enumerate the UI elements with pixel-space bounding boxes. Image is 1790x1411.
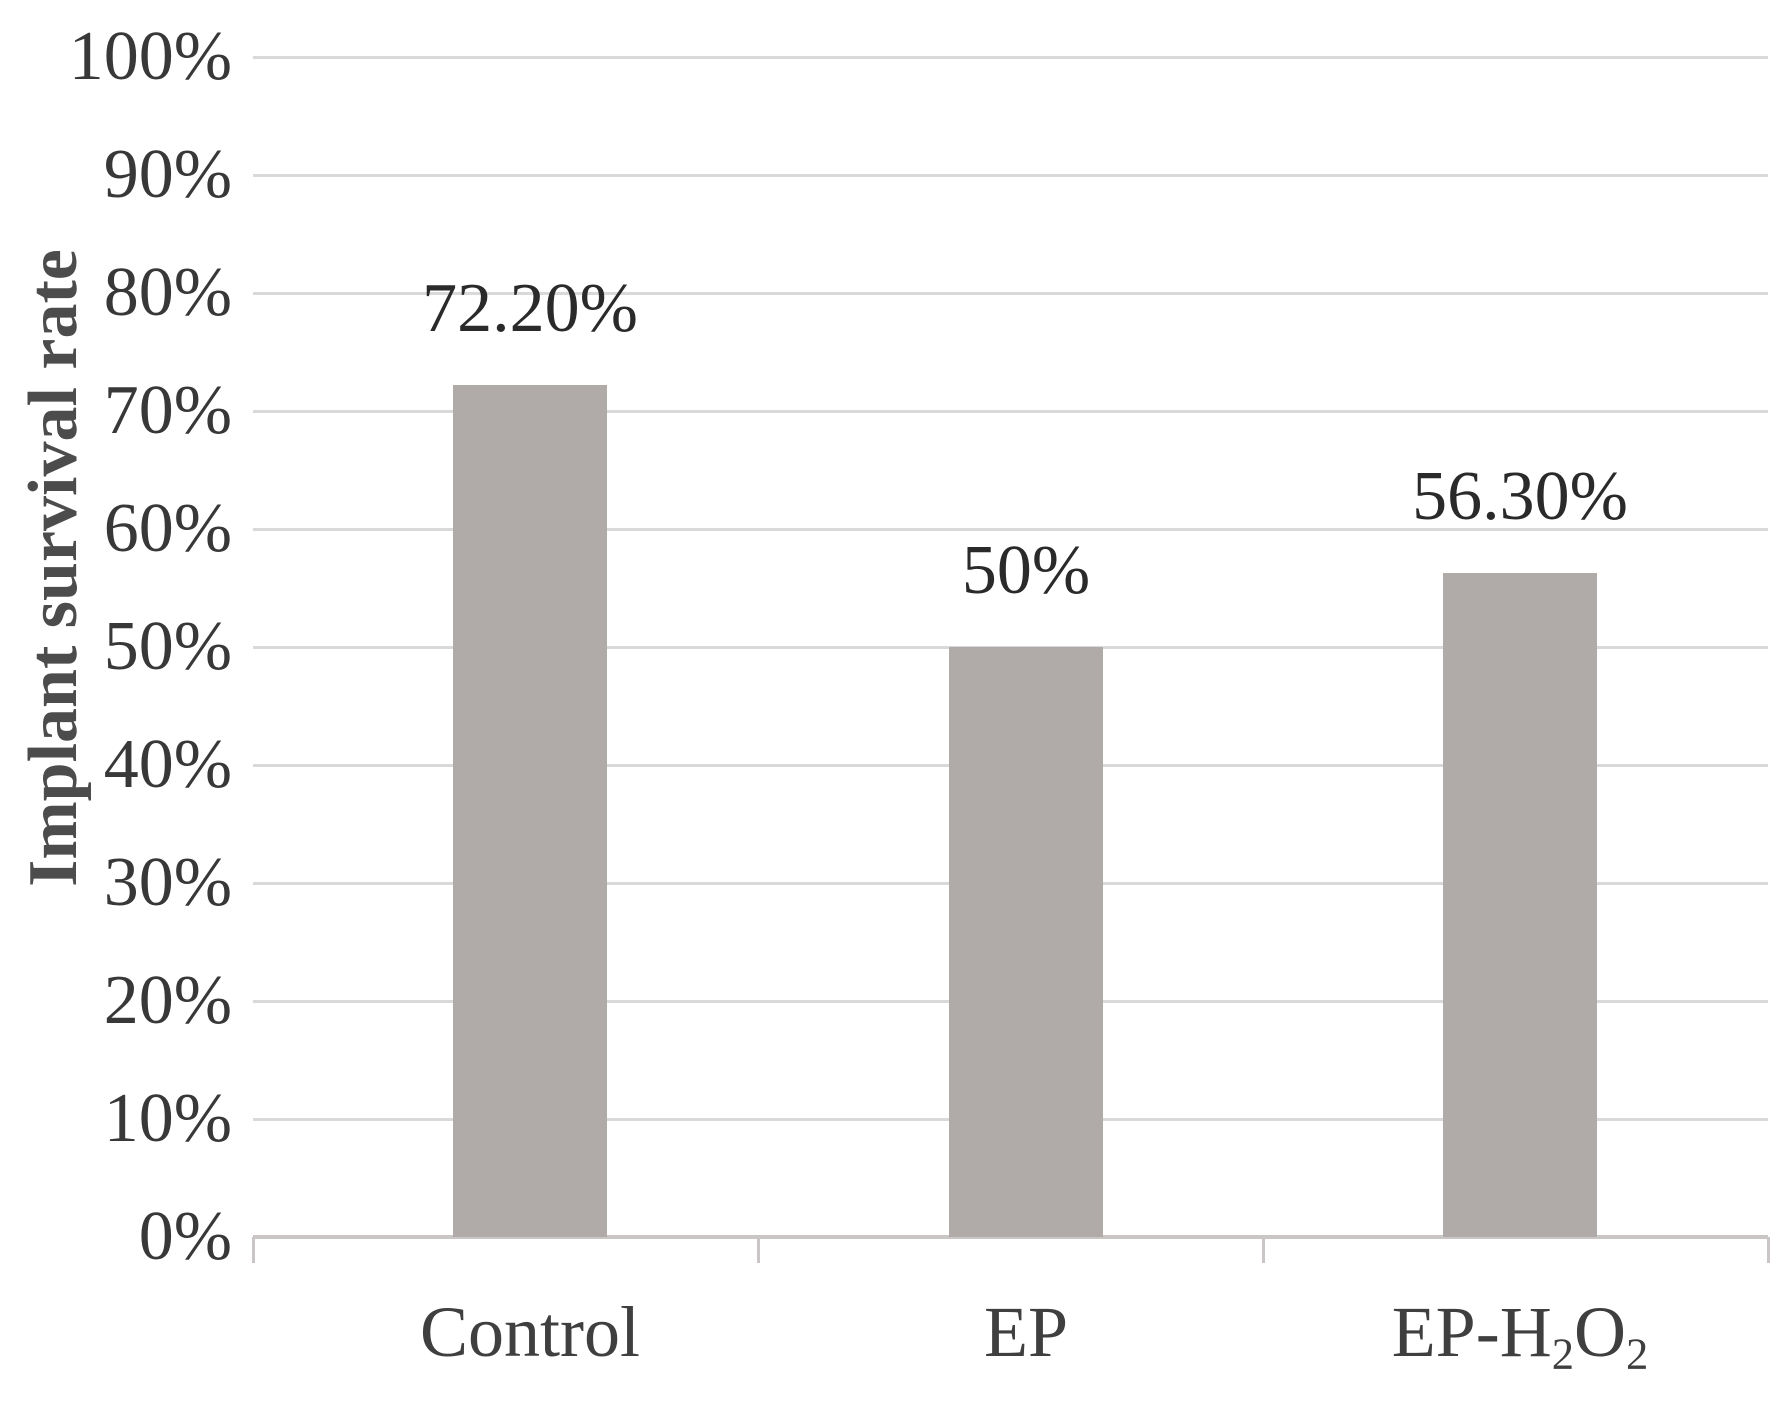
y-tick-label-40: 40% [103,726,232,803]
label-text: EP [983,1292,1069,1372]
bar-ep [949,647,1103,1237]
bar-ep-h2o2 [1443,572,1597,1237]
gridline-60 [253,528,1768,531]
subscript-text: 2 [1626,1328,1649,1379]
x-axis-tick-0 [252,1237,255,1263]
x-axis-tick-3 [1767,1237,1770,1263]
data-label-ep: 50% [961,532,1091,609]
y-tick-label-30: 30% [103,844,232,921]
label-text: Control [419,1292,640,1372]
gridline-70 [253,410,1768,413]
y-tick-label-50: 50% [103,608,232,685]
y-tick-label-100: 100% [68,18,232,95]
y-tick-label-60: 60% [103,490,232,567]
y-tick-label-0: 0% [138,1198,232,1275]
y-tick-label-80: 80% [103,254,232,331]
x-category-label-ep-h2o2: EP-H2O2 [1210,1292,1790,1393]
y-tick-label-20: 20% [103,962,232,1039]
y-tick-label-90: 90% [103,136,232,213]
x-axis-tick-2 [1262,1237,1265,1263]
y-tick-label-10: 10% [103,1080,232,1157]
x-category-label-control: Control [220,1292,840,1372]
gridline-80 [253,292,1768,295]
label-text: EP-H [1391,1292,1552,1372]
data-label-control: 72.20% [422,270,638,348]
gridline-90 [253,174,1768,177]
x-axis-line [253,1235,1768,1239]
subscript-text: 2 [1551,1328,1574,1379]
gridline-100 [253,56,1768,59]
y-tick-label-70: 70% [103,372,232,449]
data-label-ep-h2o2: 56.30% [1412,457,1628,535]
bar-control [453,385,607,1237]
x-axis-tick-1 [757,1237,760,1263]
x-category-label-ep: EP [716,1292,1336,1372]
label-text: O [1574,1292,1626,1372]
